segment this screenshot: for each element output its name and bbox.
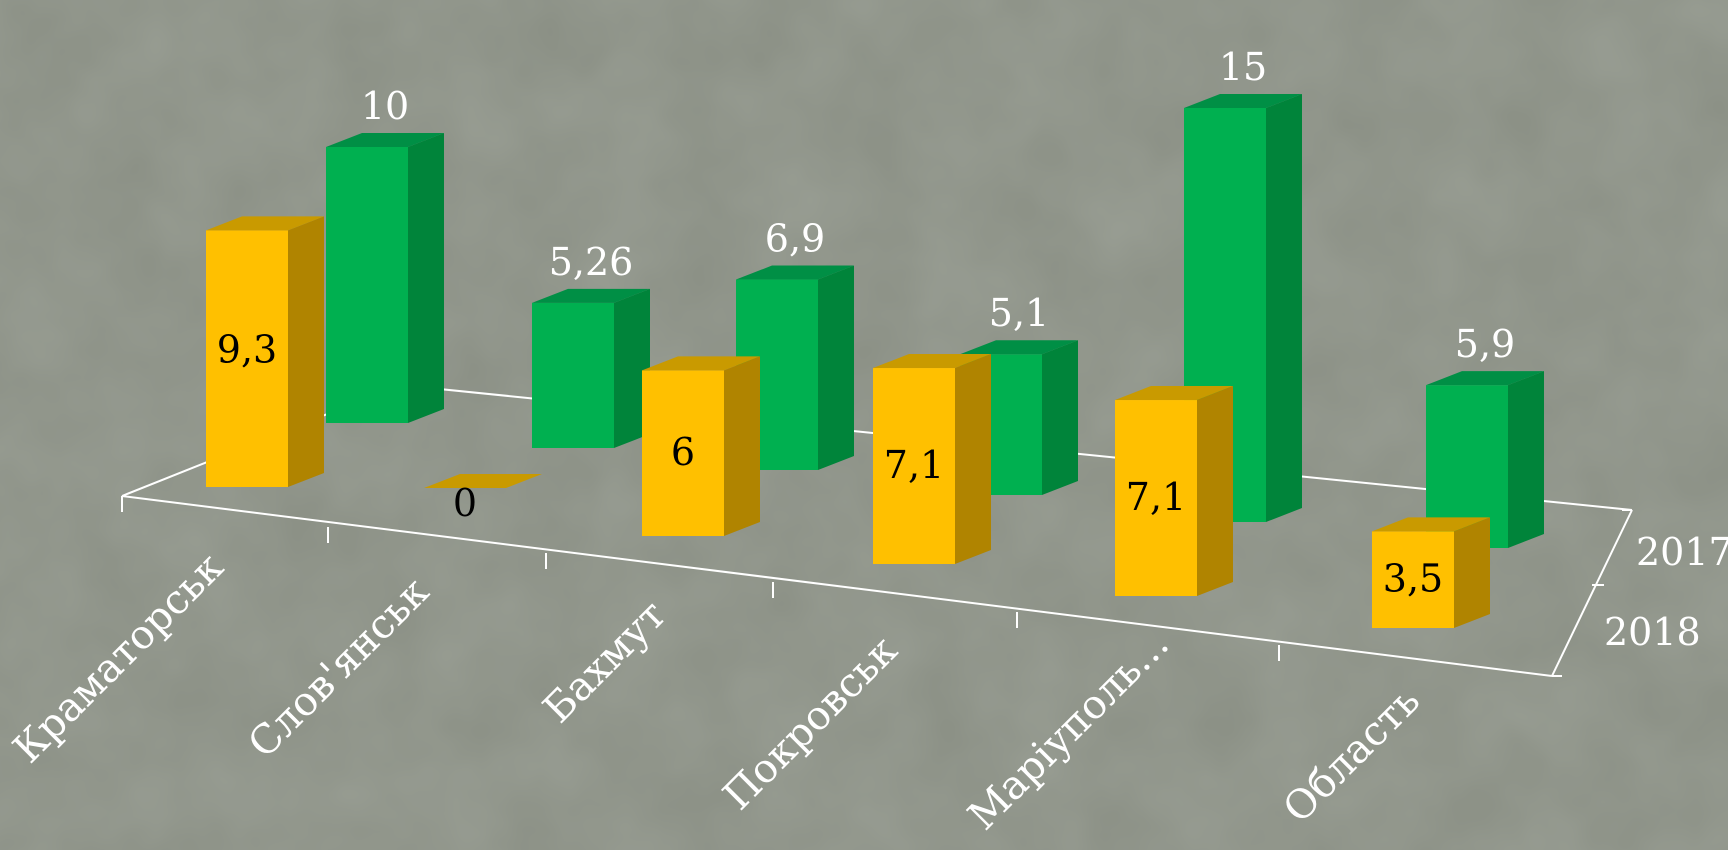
bar-2018-2-side bbox=[724, 356, 760, 536]
bar-2018-3-side bbox=[955, 354, 991, 564]
bar-2018-4-top bbox=[1115, 386, 1233, 401]
bar-2018-0-label: 9,3 bbox=[217, 327, 277, 371]
bar-2018-5-label: 3,5 bbox=[1383, 557, 1443, 601]
floor-right-edge bbox=[1551, 509, 1633, 677]
bar-2017-5-label: 5,9 bbox=[1455, 322, 1515, 366]
category-ticks bbox=[327, 527, 1280, 661]
category-axis bbox=[121, 495, 1553, 677]
bar-2018-4-side bbox=[1197, 386, 1233, 596]
bar-2018-0-front bbox=[206, 230, 288, 487]
bar-2018-2: 6 bbox=[642, 356, 760, 536]
bar-2018-5: 3,5 bbox=[1372, 517, 1490, 628]
bar-2017-1: 5,26 bbox=[532, 240, 650, 448]
bar-2018-5-front bbox=[1372, 531, 1454, 628]
bar-2017-1-front bbox=[532, 302, 614, 448]
bar-2018-0-top bbox=[206, 216, 324, 231]
bar-2017-4-side bbox=[1266, 94, 1302, 522]
bar-2018-2-front bbox=[642, 370, 724, 536]
bar-2017-2-top bbox=[736, 265, 854, 280]
bar-2018-4-front bbox=[1115, 400, 1197, 596]
bars: 10 5,26 6,9 5,1 15 5,9 9,3 0 6 7,1 7,1 3,5 bbox=[206, 45, 1544, 628]
bar-2017-5-top bbox=[1426, 371, 1544, 386]
bar-2017-0-front bbox=[326, 147, 408, 423]
depth-label-2018: 2018 bbox=[1604, 610, 1701, 654]
bar-2017-1-side bbox=[614, 288, 650, 448]
bar-2018-4: 7,1 bbox=[1115, 386, 1233, 596]
bar-2018-2-label: 6 bbox=[671, 430, 695, 474]
bar-2018-2-top bbox=[642, 356, 760, 371]
bar-2017-0-top bbox=[326, 133, 444, 147]
bar-2017-4-label: 15 bbox=[1219, 45, 1267, 89]
bar-2017-4-top bbox=[1184, 94, 1302, 108]
bar-2018-1-top bbox=[424, 474, 542, 488]
bar-2018-1: 0 bbox=[424, 474, 542, 525]
bar-2017-2-label: 6,9 bbox=[765, 217, 825, 261]
bar-2017-0-label: 10 bbox=[361, 84, 409, 128]
bar-2017-5-side bbox=[1508, 371, 1544, 548]
bar-2018-5-side bbox=[1454, 517, 1490, 628]
bar-2017-2-side bbox=[818, 265, 854, 470]
bar-2017-0-side bbox=[408, 133, 444, 423]
bar-2018-4-label: 7,1 bbox=[1126, 475, 1186, 519]
bar-2018-5-top bbox=[1372, 517, 1490, 532]
bar-2018-1-label: 0 bbox=[453, 481, 477, 525]
bar-2018-0: 9,3 bbox=[206, 216, 324, 487]
bar-2018-3-top bbox=[873, 354, 991, 369]
bar-2018-3-front bbox=[873, 368, 955, 564]
bar-2017-3-top bbox=[960, 340, 1078, 355]
bar-2017-1-label: 5,26 bbox=[549, 240, 634, 284]
depth-label-2017: 2017 bbox=[1636, 530, 1728, 574]
bar-2018-3: 7,1 bbox=[873, 354, 991, 564]
bar-2018-3-label: 7,1 bbox=[884, 443, 944, 487]
bar-2017-3-side bbox=[1042, 340, 1078, 495]
bar-2017-0: 10 bbox=[326, 84, 444, 423]
bar-2017-1-top bbox=[532, 288, 650, 303]
bar-2018-0-side bbox=[288, 216, 324, 487]
bar-2017-3-label: 5,1 bbox=[989, 291, 1049, 335]
